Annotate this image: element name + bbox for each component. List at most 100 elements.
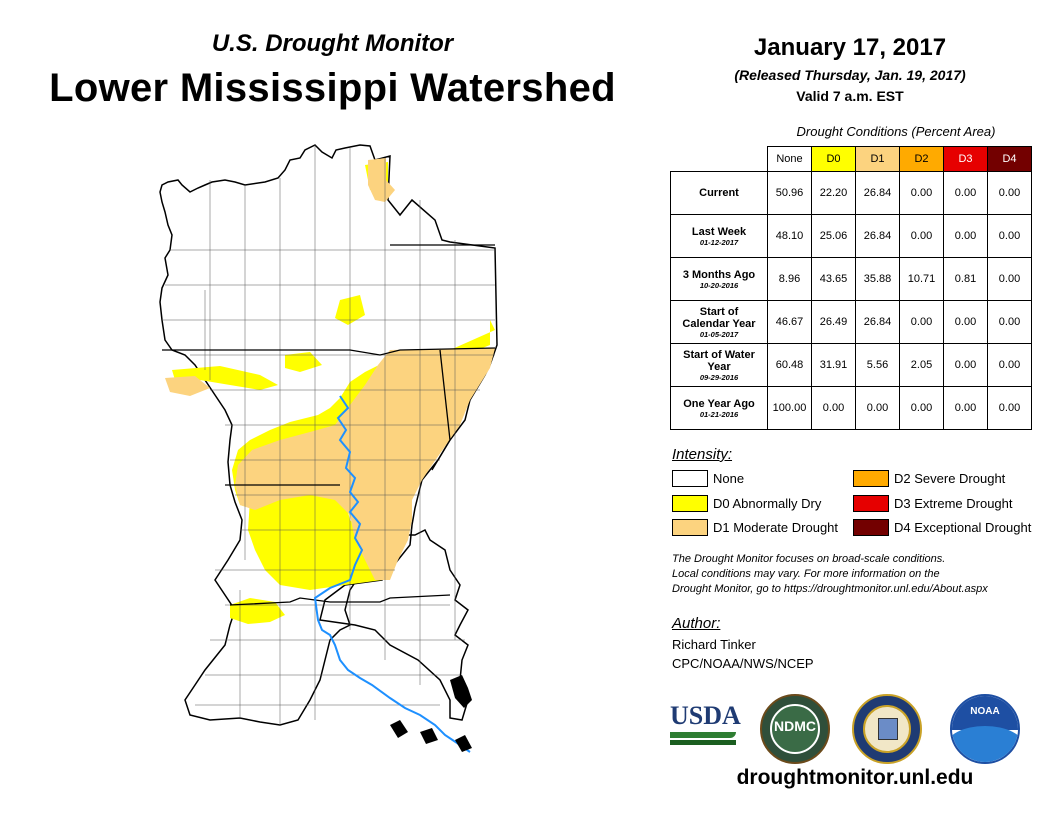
watershed-map (159, 144, 498, 753)
table-cell: 0.00 (899, 300, 944, 344)
table-cell: 31.91 (811, 343, 856, 387)
table-cell: 26.49 (811, 300, 856, 344)
legend-label: D3 Extreme Drought (894, 496, 1013, 511)
info-note: The Drought Monitor focuses on broad-sca… (672, 552, 1032, 597)
table-cell: 2.05 (899, 343, 944, 387)
table-caption: Drought Conditions (Percent Area) (796, 124, 996, 139)
column-header: D4 (987, 146, 1032, 172)
table-cell: 0.00 (899, 386, 944, 430)
row-date: 01-05-2017 (699, 329, 739, 339)
valid-time: Valid 7 a.m. EST (796, 88, 904, 104)
table-cell: 35.88 (855, 257, 900, 301)
legend-label: None (713, 471, 745, 486)
table-cell: 0.00 (987, 214, 1032, 258)
d1-area (165, 376, 210, 396)
map-date: January 17, 2017 (753, 34, 947, 61)
column-header: D2 (899, 146, 944, 172)
legend-swatch (672, 470, 708, 487)
table-cell: 46.67 (767, 300, 812, 344)
table-cell: 26.84 (855, 300, 900, 344)
row-label: Start of Calendar Year 01-05-2017 (670, 300, 768, 344)
legend-item: None (672, 470, 744, 487)
legend-label: D0 Abnormally Dry (713, 496, 822, 511)
legend-label: D2 Severe Drought (894, 471, 1006, 486)
column-header: D1 (855, 146, 900, 172)
delta-islands (390, 675, 472, 752)
table-cell: 0.00 (855, 386, 900, 430)
note-line: The Drought Monitor focuses on broad-sca… (672, 553, 946, 565)
table-cell: 0.00 (943, 214, 988, 258)
table-cell: 0.00 (987, 171, 1032, 215)
row-date: 09-29-2016 (699, 372, 739, 382)
note-line: Drought Monitor, go to https://droughtmo… (672, 583, 988, 595)
row-label-text: 3 Months Ago (682, 268, 756, 281)
map-title: Lower Mississippi Watershed (49, 66, 616, 110)
row-label: 3 Months Ago 10-20-2016 (670, 257, 768, 301)
table-cell: 8.96 (767, 257, 812, 301)
d0-area (285, 352, 322, 372)
row-label: Current (670, 171, 768, 215)
author-org: CPC/NOAA/NWS/NCEP (672, 656, 814, 671)
mississippi-river (313, 395, 471, 753)
table-cell: 0.00 (943, 343, 988, 387)
table-row: Last Week 01-12-2017 48.10 25.06 26.84 0.00 0.… (670, 214, 1032, 258)
table-cell: 0.00 (987, 300, 1032, 344)
table-cell: 50.96 (767, 171, 812, 215)
table-cell: 26.84 (855, 214, 900, 258)
column-header: D3 (943, 146, 988, 172)
footer-url[interactable]: droughtmonitor.unl.edu (736, 766, 974, 789)
table-cell: 0.81 (943, 257, 988, 301)
drought-conditions-table: None D0 D1 D2 D3 D4 Current 50.96 22.20 26.… (670, 146, 1032, 430)
author-name: Richard Tinker (672, 637, 756, 652)
d1-area (368, 158, 395, 202)
legend-swatch (853, 519, 889, 536)
row-label-text: Start of Calendar Year (682, 305, 756, 330)
legend-title: Intensity: (672, 446, 733, 463)
table-cell: 10.71 (899, 257, 944, 301)
legend-swatch (672, 495, 708, 512)
row-date: 01-12-2017 (699, 237, 739, 247)
table-row: 3 Months Ago 10-20-2016 8.96 43.65 35.88 10.7… (670, 257, 1032, 301)
row-label: Last Week 01-12-2017 (670, 214, 768, 258)
table-cell: 0.00 (943, 300, 988, 344)
author-title: Author: (672, 615, 721, 632)
table-cell: 0.00 (943, 171, 988, 215)
release-date: (Released Thursday, Jan. 19, 2017) (734, 67, 966, 83)
d1-area (235, 348, 495, 580)
d0-area (172, 366, 278, 390)
legend-swatch (672, 519, 708, 536)
table-cell: 25.06 (811, 214, 856, 258)
table-cell: 60.48 (767, 343, 812, 387)
row-date: 10-20-2016 (699, 280, 739, 290)
row-label-text: Last Week (691, 225, 747, 238)
table-cell: 0.00 (987, 257, 1032, 301)
table-cell: 5.56 (855, 343, 900, 387)
legend-item: D2 Severe Drought (853, 470, 1005, 487)
row-label-text: Start of Water Year (683, 348, 755, 373)
column-header: D0 (811, 146, 856, 172)
legend-item: D3 Extreme Drought (853, 495, 1013, 512)
column-header: None (767, 146, 812, 172)
legend-swatch (853, 495, 889, 512)
table-cell: 0.00 (943, 386, 988, 430)
ndmc-logo-text: NDMC (774, 718, 816, 734)
table-cell: 0.00 (987, 343, 1032, 387)
usda-logo: USDA (670, 701, 741, 750)
table-cell: 100.00 (767, 386, 812, 430)
row-label: One Year Ago 01-21-2016 (670, 386, 768, 430)
legend-swatch (853, 470, 889, 487)
state-lines (162, 244, 496, 606)
row-label-text: One Year Ago (683, 397, 755, 410)
legend-item: D1 Moderate Drought (672, 519, 838, 536)
table-cell: 0.00 (987, 386, 1032, 430)
row-label: Start of Water Year 09-29-2016 (670, 343, 768, 387)
table-cell: 26.84 (855, 171, 900, 215)
noaa-logo: NOAA (950, 694, 1020, 764)
row-label-text: Current (699, 187, 739, 199)
table-cell: 0.00 (899, 214, 944, 258)
table-row: Current 50.96 22.20 26.84 0.00 0.00 0.00 (670, 171, 1032, 215)
legend-item: D0 Abnormally Dry (672, 495, 821, 512)
row-date: 01-21-2016 (699, 409, 739, 419)
legend-label: D1 Moderate Drought (713, 520, 839, 535)
usda-logo-text: USDA (670, 701, 741, 730)
